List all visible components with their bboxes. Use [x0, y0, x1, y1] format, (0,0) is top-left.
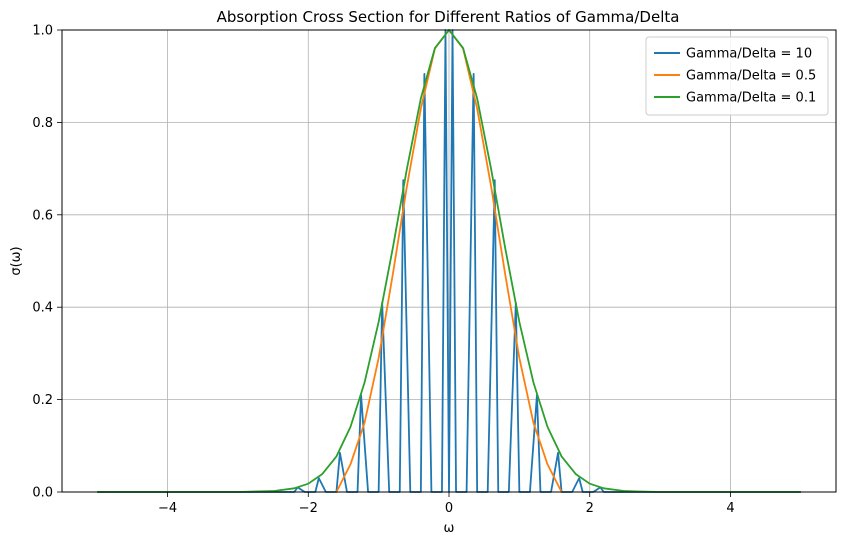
y-tick-label: 0.8 — [32, 116, 53, 131]
x-tick-label: 2 — [586, 501, 594, 516]
x-tick-label: 4 — [726, 501, 734, 516]
legend-label: Gamma/Delta = 0.1 — [686, 91, 816, 106]
y-tick-label: 0.2 — [32, 393, 53, 408]
legend: Gamma/Delta = 10 Gamma/Delta = 0.5 Gamma/D… — [645, 36, 829, 116]
x-tick-label: 0 — [445, 501, 453, 516]
x-tick-label: −4 — [158, 501, 177, 516]
ticks: −4 −2 0 2 4 0.0 0.2 0.4 0.6 0.8 1.0 — [32, 24, 734, 517]
y-axis-label: σ(ω) — [9, 246, 24, 275]
chart-title: Absorption Cross Section for Different R… — [217, 8, 680, 26]
y-tick-label: 0.4 — [32, 301, 53, 316]
legend-box — [645, 36, 829, 116]
legend-label: Gamma/Delta = 0.5 — [686, 69, 816, 84]
x-axis-label: ω — [444, 521, 455, 536]
x-tick-label: −2 — [299, 501, 318, 516]
y-tick-label: 0.0 — [32, 486, 53, 501]
y-tick-label: 0.6 — [32, 208, 53, 223]
y-tick-label: 1.0 — [32, 24, 53, 39]
legend-label: Gamma/Delta = 10 — [686, 47, 812, 62]
